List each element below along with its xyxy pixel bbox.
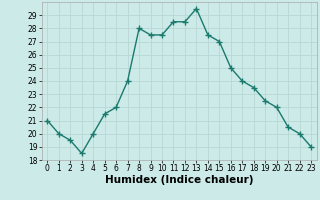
- X-axis label: Humidex (Indice chaleur): Humidex (Indice chaleur): [105, 175, 253, 185]
